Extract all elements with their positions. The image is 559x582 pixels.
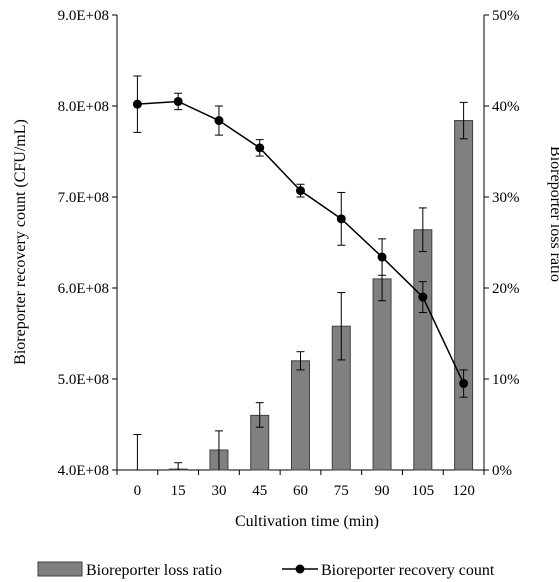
recovery-count-point [418, 292, 428, 302]
legend-line-marker [295, 564, 305, 574]
x-tick-label: 90 [375, 483, 390, 499]
recovery-count-point [336, 214, 346, 224]
x-tick-label: 75 [334, 483, 349, 499]
left-tick-label: 8.0E+08 [58, 99, 109, 115]
recovery-count-point [296, 186, 305, 196]
right-tick-label: 20% [492, 281, 520, 297]
left-tick-label: 9.0E+08 [58, 8, 109, 24]
loss-ratio-error-bar [214, 430, 223, 470]
recovery-count-point [173, 96, 183, 106]
x-tick-label: 30 [211, 483, 226, 499]
left-tick-label: 5.0E+08 [58, 372, 109, 388]
recovery-count-point [214, 116, 224, 126]
loss-ratio-error-bar [133, 434, 142, 470]
x-tick-label: 120 [452, 483, 475, 499]
loss-ratio-error-bar [337, 292, 346, 361]
right-tick-label: 50% [492, 8, 520, 24]
right-tick-label: 10% [492, 372, 520, 388]
loss-ratio-error-bar [296, 351, 305, 371]
left-axis-title: Bioreporter recovery count (CFU/mL) [12, 119, 29, 365]
loss-ratio-bar [413, 229, 433, 471]
loss-ratio-error-bar [418, 207, 427, 253]
legend-bar-label: Bioreporter loss ratio [86, 562, 222, 579]
left-tick-label: 4.0E+08 [58, 463, 109, 479]
loss-ratio-bar [291, 360, 310, 471]
x-tick-label: 105 [412, 483, 435, 499]
right-tick-label: 30% [492, 190, 520, 206]
loss-ratio-error-bar [459, 101, 468, 140]
legend-bar-swatch [37, 561, 83, 577]
loss-ratio-bar [372, 278, 392, 471]
recovery-count-point [255, 143, 265, 153]
x-axis-title: Cultivation time (min) [235, 513, 379, 530]
bar-series [133, 101, 474, 471]
left-tick-label: 7.0E+08 [58, 190, 109, 206]
recovery-count-point [377, 252, 387, 262]
right-tick-label: 40% [492, 99, 520, 115]
legend-line-label: Bioreporter recovery count [321, 562, 495, 579]
left-tick-label: 6.0E+08 [58, 281, 109, 297]
recovery-count-point [459, 379, 469, 389]
recovery-count-point [132, 99, 142, 109]
legend: Bioreporter loss ratio Bioreporter recov… [37, 561, 495, 579]
loss-ratio-error-bar [255, 402, 264, 428]
loss-ratio-bar [454, 120, 474, 471]
x-tick-label: 15 [171, 483, 186, 499]
x-tick-label: 45 [252, 483, 267, 499]
axes: 4.0E+08 5.0E+08 6.0E+08 7.0E+08 8.0E+08 9.0E+… [58, 8, 520, 499]
loss-ratio-error-bar [174, 462, 183, 470]
x-tick-label: 0 [134, 483, 142, 499]
line-series [132, 75, 469, 398]
right-axis-title: Bioreporter loss ratio [547, 146, 559, 282]
right-tick-label: 0% [492, 463, 512, 479]
x-tick-label: 60 [293, 483, 308, 499]
